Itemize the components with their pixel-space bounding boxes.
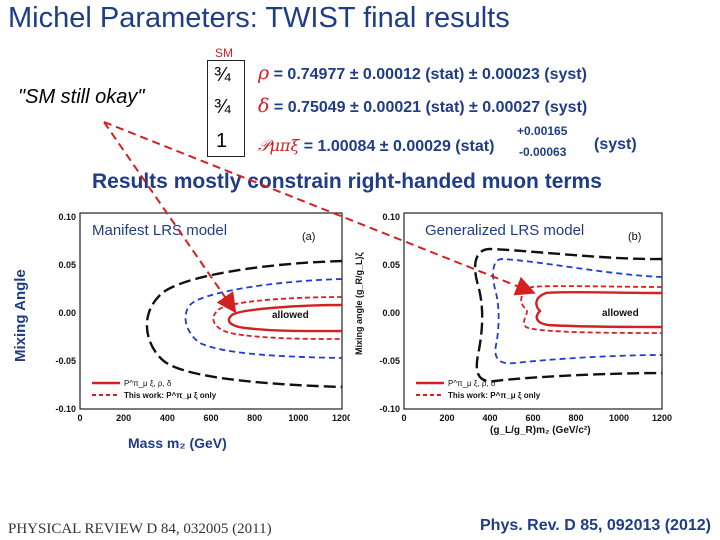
- plot-b-allowed-label: allowed: [602, 308, 639, 319]
- plot-a-xtick-5: 1000: [288, 413, 308, 423]
- plot-b-ytick-0: 0.10: [382, 212, 400, 222]
- reference-prd-84: PHYSICAL REVIEW D 84, 032005 (2011): [8, 521, 272, 537]
- manifest-lrs-plot: 0.10 0.05 0.00 -0.05 -0.10 0 200 400 600 800 1000…: [55, 212, 350, 423]
- pmu-xi-result: 𝒫μπξ = 1.00084 ± 0.00029 (stat): [258, 136, 494, 156]
- rho-symbol: ρ: [258, 62, 270, 84]
- plot-a-black-contour: [145, 259, 343, 389]
- subtitle: Results mostly constrain right-handed mu…: [92, 170, 602, 193]
- plot-b-xtick-0: 0: [401, 413, 406, 423]
- plot-b-ytick-4: -0.10: [379, 404, 400, 414]
- plot-a-ytick-2: 0.00: [58, 308, 76, 318]
- delta-value: = 0.75049 ± 0.00021 (stat) ± 0.00027 (sy…: [273, 99, 588, 116]
- sm-label: SM: [215, 46, 233, 60]
- plot-b-xtick-5: 1000: [609, 413, 629, 423]
- pmu-xi-syst-label: (syst): [594, 136, 637, 153]
- delta-result: δ = 0.75049 ± 0.00021 (stat) ± 0.00027 (…: [258, 95, 587, 117]
- pmu-xi-symbol: 𝒫μπξ: [258, 136, 300, 155]
- plot-b-x-axis-label: (g_L/g_R)m₂ (GeV/c²): [490, 425, 591, 435]
- plot-a-ytick-3: -0.05: [55, 356, 76, 366]
- plot-a-ytick-0: 0.10: [58, 212, 76, 222]
- plot-a-legend-2: This work: P^π_μ ξ only: [124, 391, 217, 400]
- rho-value: = 0.74977 ± 0.00012 (stat) ± 0.00023 (sy…: [273, 66, 587, 83]
- generalized-lrs-label: Generalized LRS model: [425, 222, 585, 239]
- plot-b-y-axis-label: Mixing angle (g_R/g_L)ζ: [354, 252, 364, 355]
- plot-a-panel-label: (a): [302, 231, 315, 243]
- plot-a-xtick-3: 600: [203, 413, 218, 423]
- manifest-lrs-label: Manifest LRS model: [92, 222, 228, 239]
- plot-a-ytick-4: -0.10: [55, 404, 76, 414]
- plot-a-xtick-2: 400: [160, 413, 175, 423]
- plot-b-ytick-2: 0.00: [382, 308, 400, 318]
- sm-still-okay-quote: "SM still okay": [18, 86, 145, 108]
- plot-b-xtick-6: 1200: [652, 413, 672, 423]
- plot-b-legend-2: This work: P^π_μ ξ only: [448, 391, 541, 400]
- rho-result: ρ = 0.74977 ± 0.00012 (stat) ± 0.00023 (…: [258, 62, 587, 84]
- plot-b-xtick-4: 800: [568, 413, 583, 423]
- plot-b-xtick-1: 200: [439, 413, 454, 423]
- plot-a-xtick-4: 800: [247, 413, 262, 423]
- plot-b-xtick-3: 600: [525, 413, 540, 423]
- arrow-to-plot-a: [103, 121, 237, 314]
- plot-a-red-contour: [227, 303, 343, 333]
- plot-b-legend-1: P^π_μ ξ, ρ, δ: [448, 379, 496, 388]
- pmu-xi-value: = 1.00084 ± 0.00029 (stat): [303, 138, 495, 155]
- plot-b-ytick-1: 0.05: [382, 260, 400, 270]
- plot-a-allowed-label: allowed: [272, 310, 309, 321]
- plot-a-xtick-0: 0: [77, 413, 82, 423]
- pmu-xi-syst-minus: -0.00063: [519, 145, 567, 159]
- sm-value-xi: 1: [216, 130, 228, 152]
- plot-b-xtick-2: 400: [482, 413, 497, 423]
- plot-b-black-contour: [474, 247, 663, 383]
- sm-value-box: [207, 60, 245, 157]
- pmu-xi-syst-plus: +0.00165: [517, 124, 568, 138]
- reference-prd-85: Phys. Rev. D 85, 092013 (2012): [480, 517, 711, 534]
- plot-b-frame: [403, 212, 663, 410]
- plot-a-red-dashed-contour: [212, 296, 343, 340]
- plot-a-ytick-1: 0.05: [58, 260, 76, 270]
- plot-a-xtick-1: 200: [116, 413, 131, 423]
- delta-symbol: δ: [258, 95, 270, 117]
- plot-a-xtick-6: 1200: [332, 413, 350, 423]
- sm-value-rho: ¾: [214, 64, 231, 86]
- plot-b-red-contour: [535, 290, 663, 329]
- plot-a-blue-contour: [184, 278, 343, 359]
- sm-value-delta: ¾: [214, 96, 231, 118]
- plot-b-blue-contour: [492, 258, 663, 365]
- plot-a-frame: [79, 212, 343, 410]
- generalized-lrs-plot: 0.10 0.05 0.00 -0.05 -0.10 0 200 400 600 800 1000…: [354, 212, 672, 435]
- arrow-to-plot-b: [103, 121, 536, 296]
- plot-b-panel-label: (b): [628, 231, 641, 243]
- slide-title: Michel Parameters: TWIST final results: [8, 2, 510, 34]
- plot-a-x-axis-label: Mass m₂ (GeV): [128, 435, 227, 451]
- plot-a-legend-1: P^π_μ ξ, ρ, δ: [124, 379, 172, 388]
- plot-b-ytick-3: -0.05: [379, 356, 400, 366]
